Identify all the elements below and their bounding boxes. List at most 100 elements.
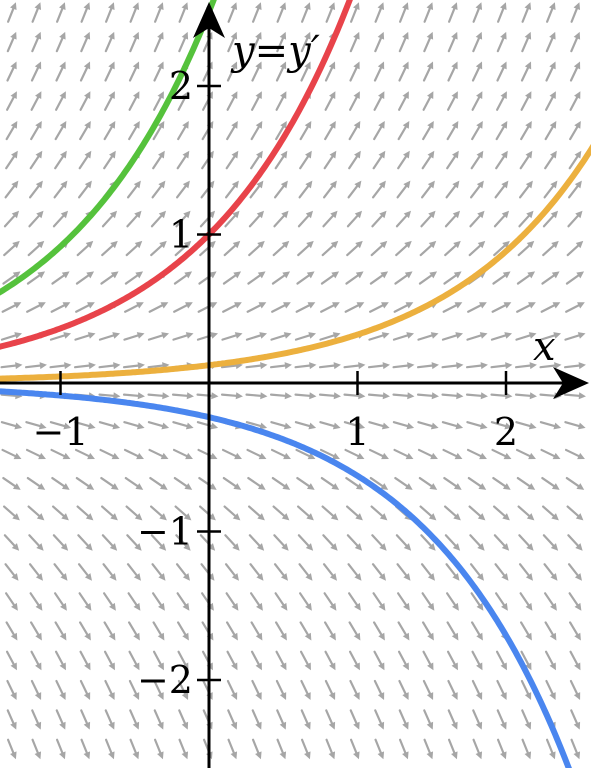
field-arrow — [250, 211, 264, 227]
field-arrow — [400, 32, 409, 51]
field-arrow — [128, 564, 141, 581]
field-arrow — [175, 478, 192, 490]
y-tick-label: 1 — [169, 213, 193, 257]
field-arrow — [326, 62, 335, 81]
field-arrow — [81, 652, 91, 671]
field-arrow — [424, 710, 433, 729]
field-arrow — [56, 91, 66, 110]
field-arrow — [55, 151, 67, 168]
field-arrow — [224, 271, 241, 283]
field-arrow — [80, 151, 92, 168]
field-arrow — [52, 302, 71, 312]
field-arrow — [424, 681, 433, 700]
field-arrow — [104, 593, 116, 610]
field-arrow — [418, 392, 439, 399]
field-arrow — [253, 740, 262, 759]
field-arrow — [5, 535, 19, 550]
field-arrow — [571, 681, 580, 700]
field-arrow — [6, 564, 19, 581]
field-arrow — [102, 507, 118, 521]
field-arrow — [104, 151, 116, 168]
field-arrow — [447, 181, 460, 198]
field-arrow — [80, 593, 92, 610]
field-arrow — [78, 507, 94, 521]
field-arrow — [444, 478, 461, 490]
field-arrow — [77, 478, 94, 490]
field-arrow — [222, 392, 243, 399]
field-arrow — [374, 622, 385, 640]
field-arrow — [7, 91, 17, 110]
field-arrow — [105, 121, 116, 139]
field-arrow — [152, 211, 166, 227]
field-arrow — [29, 535, 43, 550]
field-arrow — [2, 422, 22, 429]
field-arrow — [57, 740, 66, 759]
field-arrow — [520, 564, 533, 581]
field-arrow — [226, 564, 239, 581]
field-arrow — [399, 91, 409, 110]
field-arrow — [565, 362, 586, 369]
field-arrow — [302, 2, 310, 21]
field-arrow — [542, 302, 561, 312]
field-arrow — [348, 211, 362, 227]
field-arrow — [546, 622, 557, 640]
field-arrow — [369, 392, 390, 399]
field-arrow — [496, 593, 508, 610]
field-arrow — [54, 211, 68, 227]
field-arrow — [447, 593, 459, 610]
field-arrow — [300, 181, 313, 198]
field-arrow — [424, 62, 433, 81]
field-arrow — [516, 392, 537, 399]
field-arrow — [325, 593, 337, 610]
field-arrow — [228, 681, 237, 700]
field-arrow — [52, 271, 69, 283]
field-arrow — [375, 62, 384, 81]
field-arrow — [474, 740, 483, 759]
field-arrow — [271, 332, 291, 340]
field-arrow — [448, 622, 459, 640]
field-arrow — [302, 710, 311, 729]
field-arrow — [277, 91, 287, 110]
field-arrow — [397, 535, 411, 550]
field-arrow — [7, 622, 18, 640]
field-arrow — [372, 211, 386, 227]
field-arrow — [350, 62, 359, 81]
field-arrow — [396, 241, 412, 255]
field-arrow — [546, 681, 555, 700]
field-arrow — [369, 422, 389, 429]
field-arrow — [423, 121, 434, 139]
field-arrow — [546, 121, 557, 139]
field-arrow — [346, 271, 363, 283]
field-arrow — [127, 241, 143, 255]
field-arrow — [247, 362, 268, 369]
field-arrow — [468, 302, 487, 312]
field-arrow — [272, 302, 291, 312]
field-arrow — [467, 422, 487, 429]
field-arrow — [350, 622, 361, 640]
field-arrow — [469, 478, 486, 490]
field-arrow — [248, 302, 267, 312]
field-arrow — [124, 422, 144, 429]
field-arrow — [100, 362, 121, 369]
field-arrow — [32, 710, 41, 729]
field-arrow — [541, 422, 561, 429]
field-arrow — [324, 181, 337, 198]
field-arrow — [29, 241, 45, 255]
field-arrow — [497, 121, 508, 139]
field-arrow — [347, 241, 363, 255]
field-arrow — [326, 710, 335, 729]
field-arrow — [31, 622, 42, 640]
field-arrow — [225, 507, 241, 521]
field-arrow — [56, 62, 65, 81]
field-arrow — [522, 62, 531, 81]
field-arrow — [565, 422, 585, 429]
field-arrow — [395, 271, 412, 283]
field-arrow — [272, 450, 291, 459]
field-arrow — [81, 710, 90, 729]
field-arrow — [75, 332, 95, 340]
field-arrow — [448, 121, 459, 139]
field-arrow — [498, 710, 507, 729]
field-arrow — [470, 535, 484, 550]
field-arrow — [420, 271, 437, 283]
